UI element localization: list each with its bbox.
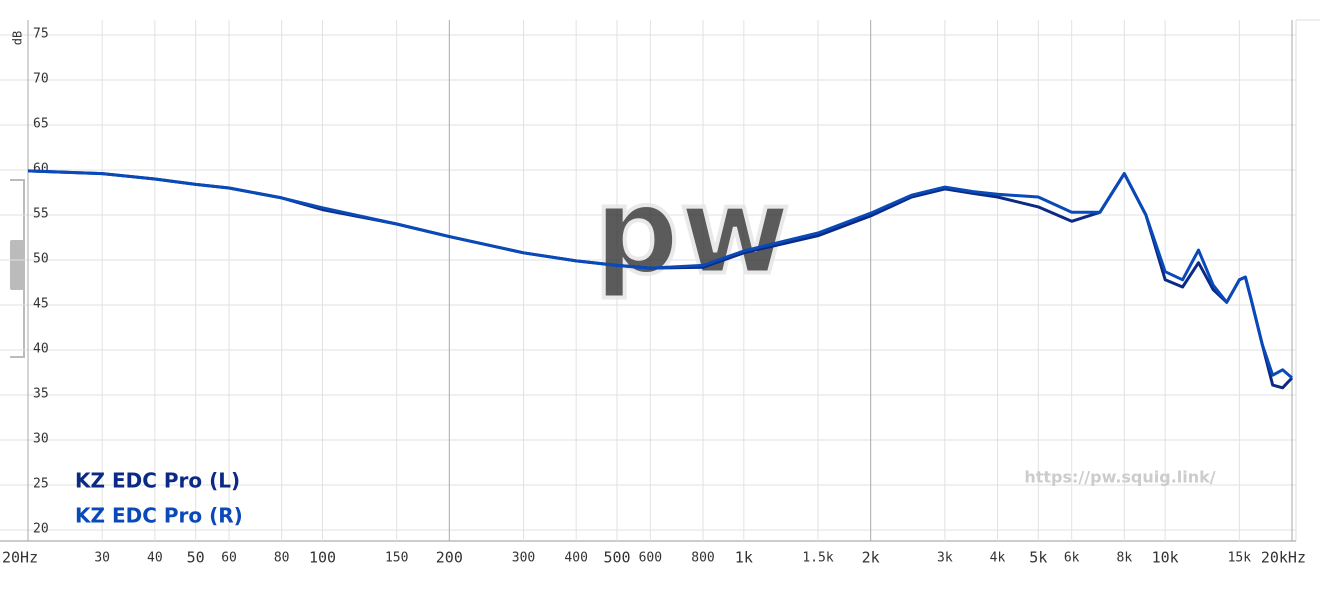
x-tick-label: 80 xyxy=(274,551,290,566)
x-tick-label: 200 xyxy=(436,549,463,567)
x-tick-label: 3k xyxy=(937,551,953,566)
x-tick-label: 600 xyxy=(639,551,662,566)
series-line xyxy=(27,169,1293,380)
x-tick-label: 30 xyxy=(94,551,110,566)
y-tick-label: 60 xyxy=(33,162,49,177)
x-tick-label: 5k xyxy=(1029,549,1047,567)
watermark: pw xyxy=(594,163,791,302)
y-tick-label: 45 xyxy=(33,297,49,312)
x-tick-label: 4k xyxy=(990,551,1006,566)
x-tick-label: 40 xyxy=(147,551,163,566)
x-tick-label: 1.5k xyxy=(802,551,833,566)
x-tick-label: 1k xyxy=(735,549,753,567)
x-tick-label: 150 xyxy=(385,551,408,566)
y-tick-label: 25 xyxy=(33,477,49,492)
y-tick-label: 40 xyxy=(33,342,49,357)
x-tick-label: 10k xyxy=(1152,549,1179,567)
y-tick-label: 30 xyxy=(33,432,49,447)
x-tick-label: 100 xyxy=(309,549,336,567)
x-tick-label: 2k xyxy=(862,549,880,567)
legend-entry: KZ EDC Pro (L) xyxy=(75,469,240,493)
x-tick-label: 500 xyxy=(603,549,630,567)
x-tick-label: 60 xyxy=(221,551,237,566)
y-tick-label: 50 xyxy=(33,252,49,267)
y-tick-label: 35 xyxy=(33,387,49,402)
x-tick-label: 20kHz xyxy=(1261,549,1306,567)
x-tick-label: 6k xyxy=(1064,551,1080,566)
y-tick-label: 55 xyxy=(33,207,49,222)
x-tick-label: 15k xyxy=(1228,551,1252,566)
legend-entry: KZ EDC Pro (R) xyxy=(75,504,243,528)
x-tick-label: 400 xyxy=(564,551,587,566)
x-tick-label: 20Hz xyxy=(2,549,38,567)
url: https://pw.squig.link/ xyxy=(1024,468,1215,487)
y-tick-label: 65 xyxy=(33,117,49,132)
x-tick-label: 8k xyxy=(1117,551,1133,566)
y-scaler-handle xyxy=(10,240,24,290)
x-tick-label: 800 xyxy=(691,551,714,566)
y-axis-label: dB xyxy=(11,31,25,45)
y-tick-label: 70 xyxy=(33,72,49,87)
y-tick-label: 75 xyxy=(33,27,49,42)
x-tick-label: 50 xyxy=(187,549,205,567)
y-tick-label: 20 xyxy=(33,522,49,537)
x-tick-label: 300 xyxy=(512,551,535,566)
